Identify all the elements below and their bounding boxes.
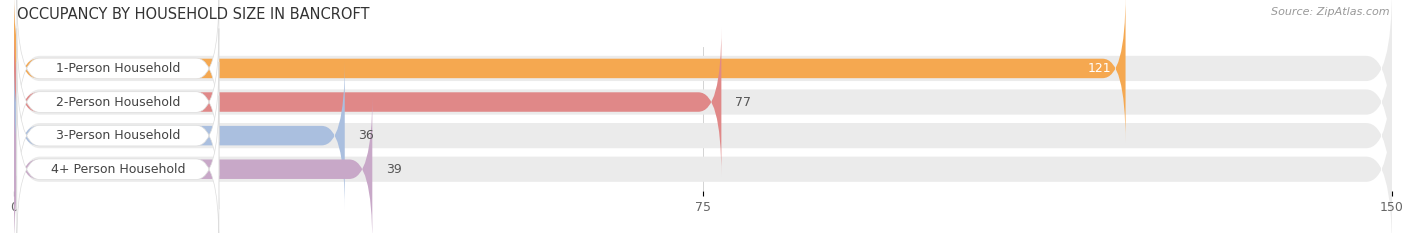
FancyBboxPatch shape	[17, 62, 219, 209]
Text: 36: 36	[359, 129, 374, 142]
Text: OCCUPANCY BY HOUSEHOLD SIZE IN BANCROFT: OCCUPANCY BY HOUSEHOLD SIZE IN BANCROFT	[17, 7, 370, 22]
FancyBboxPatch shape	[14, 21, 1392, 184]
FancyBboxPatch shape	[14, 61, 344, 210]
FancyBboxPatch shape	[14, 0, 1392, 150]
Text: 2-Person Household: 2-Person Household	[56, 96, 180, 109]
FancyBboxPatch shape	[14, 88, 1392, 233]
FancyBboxPatch shape	[17, 28, 219, 176]
FancyBboxPatch shape	[14, 95, 373, 233]
Text: Source: ZipAtlas.com: Source: ZipAtlas.com	[1271, 7, 1389, 17]
Text: 121: 121	[1088, 62, 1112, 75]
Text: 39: 39	[387, 163, 402, 176]
Text: 4+ Person Household: 4+ Person Household	[51, 163, 186, 176]
Text: 77: 77	[735, 96, 751, 109]
FancyBboxPatch shape	[17, 0, 219, 142]
FancyBboxPatch shape	[14, 0, 1126, 143]
FancyBboxPatch shape	[14, 54, 1392, 217]
FancyBboxPatch shape	[17, 96, 219, 233]
Text: 3-Person Household: 3-Person Household	[56, 129, 180, 142]
FancyBboxPatch shape	[14, 28, 721, 176]
Text: 1-Person Household: 1-Person Household	[56, 62, 180, 75]
